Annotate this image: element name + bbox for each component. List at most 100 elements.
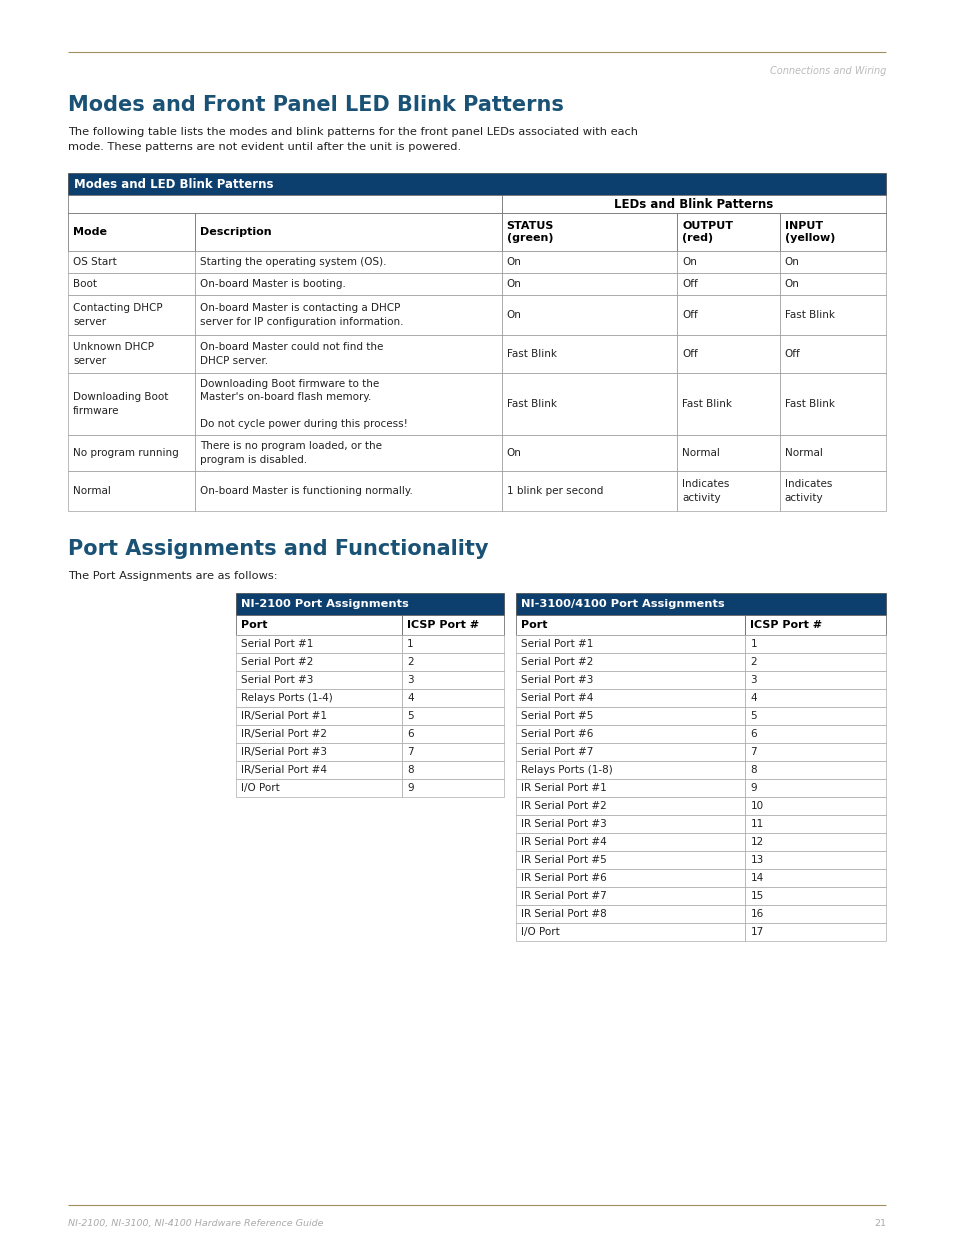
Text: 8: 8	[407, 764, 414, 776]
Text: Normal: Normal	[73, 487, 111, 496]
Bar	[402, 779, 503, 797]
Bar	[677, 251, 779, 273]
Text: IR/Serial Port #1: IR/Serial Port #1	[241, 711, 327, 721]
Text: OS Start: OS Start	[73, 257, 116, 267]
Text: Off: Off	[681, 310, 698, 320]
Bar	[235, 671, 402, 689]
Bar	[194, 273, 501, 295]
Text: IR Serial Port #7: IR Serial Port #7	[520, 890, 606, 902]
Bar	[677, 295, 779, 335]
Bar	[516, 815, 744, 832]
Text: The following table lists the modes and blink patterns for the front panel LEDs : The following table lists the modes and …	[68, 127, 638, 152]
Bar	[744, 635, 885, 653]
Text: NI-2100 Port Assignments: NI-2100 Port Assignments	[241, 599, 408, 609]
Text: Downloading Boot firmware to the
Master's on-board flash memory.

Do not cycle p: Downloading Boot firmware to the Master'…	[199, 379, 407, 429]
Bar	[235, 761, 402, 779]
Text: Serial Port #1: Serial Port #1	[520, 638, 593, 650]
Text: 1: 1	[750, 638, 757, 650]
Text: 6: 6	[750, 729, 757, 739]
Bar	[516, 706, 744, 725]
Bar	[744, 869, 885, 887]
Bar	[194, 471, 501, 511]
Bar	[68, 335, 194, 373]
Text: On: On	[506, 310, 521, 320]
Text: I/O Port: I/O Port	[241, 783, 279, 793]
Text: Serial Port #5: Serial Port #5	[520, 711, 593, 721]
Bar	[677, 212, 779, 251]
Text: Description: Description	[199, 227, 272, 237]
Bar	[677, 335, 779, 373]
Bar	[779, 435, 885, 471]
Text: 17: 17	[750, 927, 762, 937]
Text: Contacting DHCP
server: Contacting DHCP server	[73, 304, 162, 326]
Text: IR Serial Port #4: IR Serial Port #4	[520, 837, 606, 847]
Bar	[744, 689, 885, 706]
Text: On-board Master could not find the
DHCP server.: On-board Master could not find the DHCP …	[199, 342, 383, 366]
Bar	[501, 373, 677, 435]
Text: Normal: Normal	[681, 448, 720, 458]
Bar	[744, 725, 885, 743]
Text: 10: 10	[750, 802, 762, 811]
Bar	[677, 373, 779, 435]
Bar	[516, 779, 744, 797]
Bar	[402, 635, 503, 653]
Bar	[194, 335, 501, 373]
Bar	[744, 706, 885, 725]
Text: 2: 2	[407, 657, 414, 667]
Text: IR Serial Port #6: IR Serial Port #6	[520, 873, 606, 883]
Text: Connections and Wiring: Connections and Wiring	[769, 65, 885, 77]
Bar	[516, 832, 744, 851]
Bar	[194, 295, 501, 335]
Text: 1 blink per second: 1 blink per second	[506, 487, 602, 496]
Text: 1: 1	[407, 638, 414, 650]
Bar	[235, 779, 402, 797]
Bar	[744, 851, 885, 869]
Text: IR Serial Port #2: IR Serial Port #2	[520, 802, 606, 811]
Text: Starting the operating system (OS).: Starting the operating system (OS).	[199, 257, 386, 267]
Text: NI-2100, NI-3100, NI-4100 Hardware Reference Guide: NI-2100, NI-3100, NI-4100 Hardware Refer…	[68, 1219, 323, 1228]
Bar	[516, 653, 744, 671]
Bar	[235, 743, 402, 761]
Bar	[68, 295, 194, 335]
Text: 7: 7	[750, 747, 757, 757]
Bar	[68, 435, 194, 471]
Bar	[744, 832, 885, 851]
Bar	[516, 761, 744, 779]
Text: On-board Master is functioning normally.: On-board Master is functioning normally.	[199, 487, 413, 496]
Text: 9: 9	[750, 783, 757, 793]
Text: Fast Blink: Fast Blink	[506, 399, 556, 409]
Bar	[516, 905, 744, 923]
Bar	[194, 251, 501, 273]
Text: Fast Blink: Fast Blink	[681, 399, 732, 409]
Text: 2: 2	[750, 657, 757, 667]
Text: ICSP Port #: ICSP Port #	[407, 620, 478, 630]
Bar	[68, 373, 194, 435]
Bar	[68, 251, 194, 273]
Text: IR Serial Port #3: IR Serial Port #3	[520, 819, 606, 829]
Text: 3: 3	[407, 676, 414, 685]
Bar	[744, 887, 885, 905]
Text: IR/Serial Port #2: IR/Serial Port #2	[241, 729, 327, 739]
Text: There is no program loaded, or the
program is disabled.: There is no program loaded, or the progr…	[199, 441, 381, 464]
Bar	[516, 635, 744, 653]
Bar	[516, 851, 744, 869]
Text: On-board Master is booting.: On-board Master is booting.	[199, 279, 345, 289]
Bar	[501, 335, 677, 373]
Text: Off: Off	[681, 279, 698, 289]
Bar	[402, 689, 503, 706]
Text: Indicates
activity: Indicates activity	[783, 479, 831, 503]
Text: Off: Off	[783, 350, 800, 359]
Text: Relays Ports (1-4): Relays Ports (1-4)	[241, 693, 333, 703]
Bar	[194, 373, 501, 435]
Text: Serial Port #3: Serial Port #3	[241, 676, 313, 685]
Bar	[402, 725, 503, 743]
Bar	[68, 212, 194, 251]
Bar	[194, 212, 501, 251]
Text: IR Serial Port #8: IR Serial Port #8	[520, 909, 606, 919]
Text: 13: 13	[750, 855, 762, 864]
Bar	[744, 779, 885, 797]
Bar	[744, 653, 885, 671]
Text: 5: 5	[407, 711, 414, 721]
Bar	[516, 797, 744, 815]
Bar	[779, 471, 885, 511]
